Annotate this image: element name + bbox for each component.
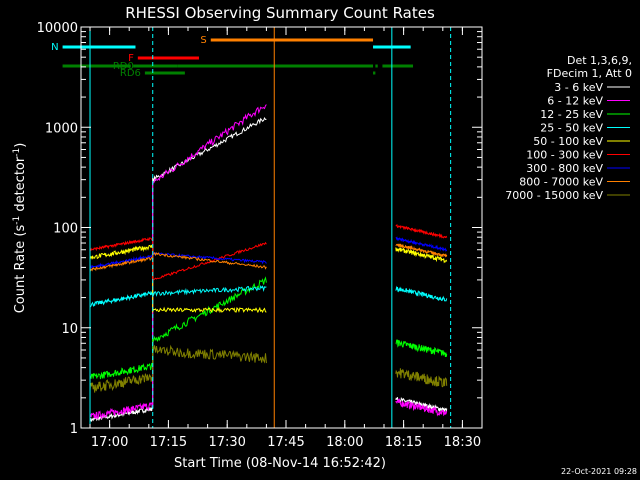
series-line-3-b: [395, 339, 448, 357]
flag-label-S: S: [200, 35, 206, 46]
x-axis-label: Start Time (08-Nov-14 16:52:42): [174, 456, 386, 471]
series-line-2-b: [395, 398, 448, 417]
y-tick-label: 100: [53, 222, 78, 237]
series-line-9: [89, 344, 267, 393]
x-tick-label: 18:15: [385, 435, 422, 450]
flag-label-RD6: RD6: [120, 68, 141, 79]
series-line-8: [89, 251, 267, 272]
legend-label-4: 25 - 50 keV: [540, 122, 603, 135]
series-line-5: [89, 244, 267, 314]
legend-label-5: 50 - 100 keV: [533, 135, 603, 148]
y-axis-label: Count Rate (s-1 detector-1): [12, 143, 28, 314]
y-tick-label: 1000: [45, 121, 78, 136]
legend-label-7: 300 - 800 keV: [526, 162, 603, 175]
series-line-4-b: [395, 285, 448, 302]
legend-label-1: 3 - 6 keV: [554, 81, 603, 94]
x-tick-label: 17:30: [208, 435, 245, 450]
flag-label-N: N: [51, 42, 58, 53]
flag-label-F: F: [128, 53, 134, 64]
legend-header-line-1: Det 1,3,6,9,: [567, 54, 632, 67]
legend-label-9: 7000 - 15000 keV: [505, 189, 603, 202]
legend-label-8: 800 - 7000 keV: [519, 176, 603, 189]
y-tick-label: 10000: [37, 21, 78, 36]
series-line-6-b: [395, 224, 448, 239]
x-tick-label: 18:00: [326, 435, 363, 450]
timestamp: 22-Oct-2021 09:28: [561, 467, 637, 476]
series-line-9-b: [395, 368, 448, 388]
x-tick-label: 17:00: [91, 435, 128, 450]
series-line-4: [89, 285, 267, 308]
x-tick-label: 17:45: [267, 435, 304, 450]
series-line-5-b: [395, 246, 448, 264]
y-tick-label: 1: [70, 422, 78, 437]
flag-label-RD0: RD0: [113, 61, 134, 72]
x-tick-label: 18:30: [444, 435, 481, 450]
legend: Det 1,3,6,9, FDecim 1, Att 0 3 - 6 keV6 …: [505, 54, 632, 202]
legend-header-line-2: FDecim 1, Att 0: [547, 67, 632, 80]
chart-title: RHESSI Observing Summary Count Rates: [125, 4, 435, 22]
legend-label-6: 100 - 300 keV: [526, 149, 603, 162]
series-line-6: [89, 236, 267, 282]
y-tick-label: 10: [61, 322, 78, 337]
series-line-7-b: [395, 236, 448, 253]
legend-label-2: 6 - 12 keV: [547, 95, 603, 108]
legend-label-3: 12 - 25 keV: [540, 108, 603, 121]
series-line-1-b: [395, 396, 448, 413]
series-line-8-b: [395, 243, 448, 258]
x-tick-label: 17:15: [150, 435, 187, 450]
